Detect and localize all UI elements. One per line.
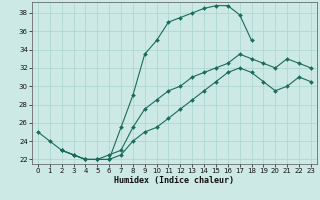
X-axis label: Humidex (Indice chaleur): Humidex (Indice chaleur) [115, 176, 234, 185]
